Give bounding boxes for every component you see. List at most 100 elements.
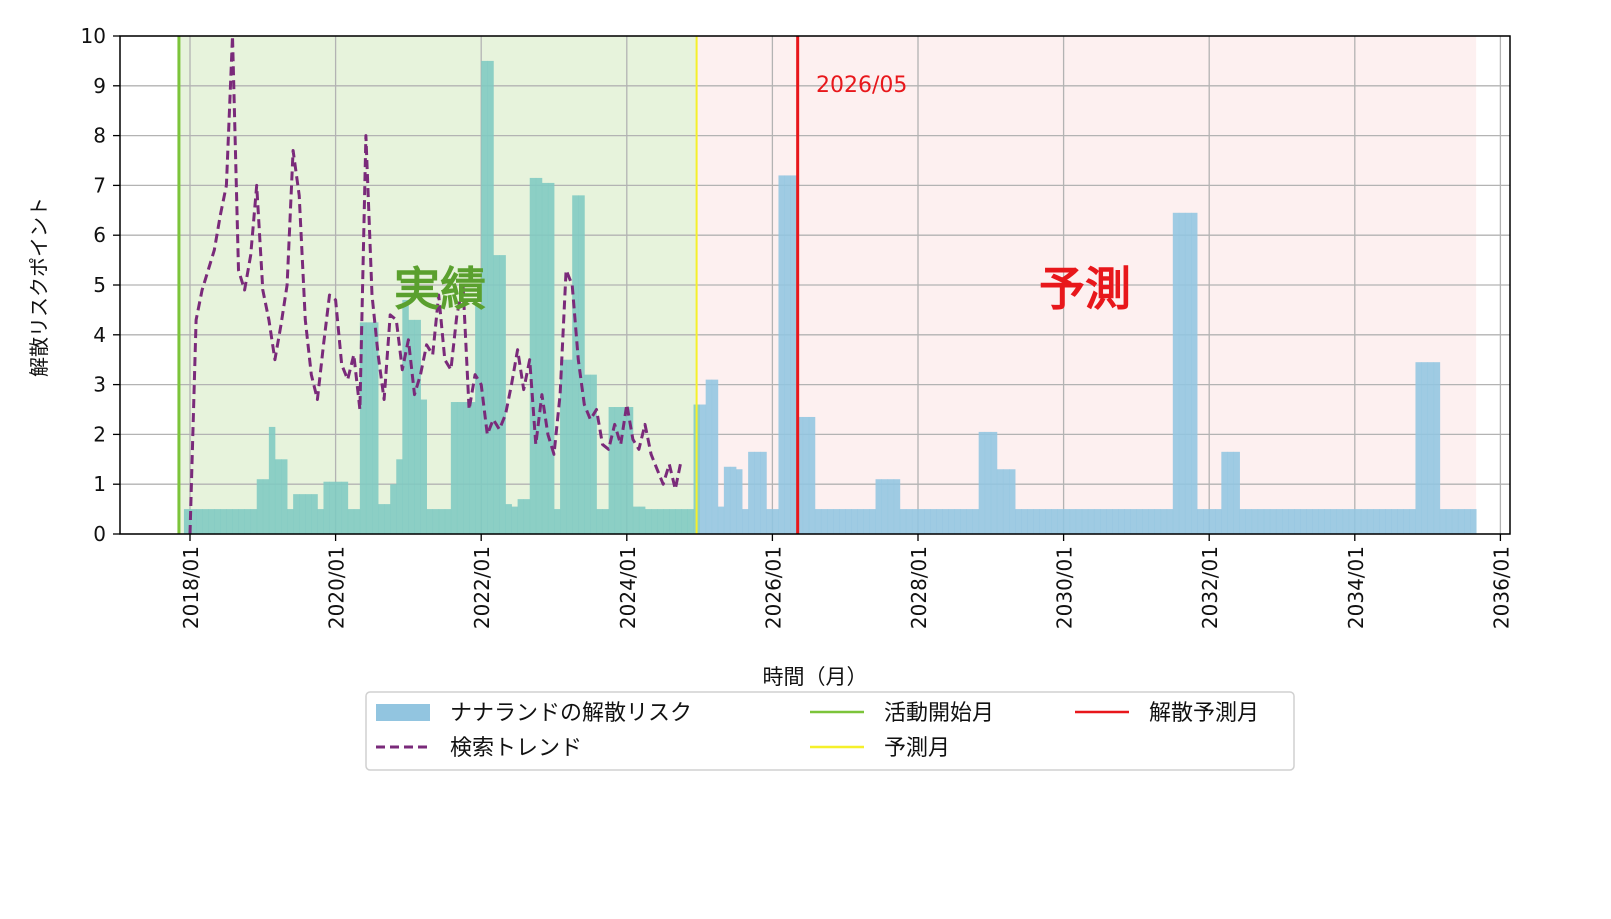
risk-bar <box>1391 509 1398 534</box>
y-tick-label: 1 <box>93 472 106 496</box>
risk-bar <box>1197 509 1204 534</box>
risk-bar <box>766 509 773 534</box>
risk-bar <box>481 60 488 535</box>
region-label-actual: 実績 <box>394 262 486 316</box>
risk-bar <box>499 255 506 534</box>
risk-bar <box>1093 509 1101 534</box>
risk-bar <box>1269 509 1277 534</box>
risk-bar <box>1366 509 1374 534</box>
risk-bar <box>420 399 427 534</box>
risk-bar <box>317 509 324 534</box>
risk-bar <box>214 509 221 534</box>
risk-bar <box>384 504 391 534</box>
risk-bar <box>390 484 397 534</box>
risk-bar <box>305 494 312 534</box>
risk-bar <box>948 509 955 534</box>
risk-bar <box>608 407 616 534</box>
y-tick-label: 7 <box>93 173 106 197</box>
risk-bar <box>1033 509 1040 534</box>
x-tick-label: 2036/01 <box>1489 546 1513 629</box>
legend-box <box>365 691 1295 771</box>
risk-bar <box>990 431 998 534</box>
risk-bar <box>736 469 743 534</box>
risk-bar <box>1373 509 1380 534</box>
risk-bar <box>281 459 288 534</box>
risk-bar <box>341 481 349 534</box>
risk-bar <box>1191 212 1198 535</box>
risk-bar <box>1215 509 1222 534</box>
risk-bar <box>1397 509 1404 534</box>
risk-bar <box>311 494 318 534</box>
risk-bar <box>1421 362 1428 534</box>
risk-bar <box>202 509 209 534</box>
risk-bar <box>335 481 343 534</box>
risk-bar <box>1160 509 1168 534</box>
risk-bar <box>638 506 646 534</box>
risk-bar <box>723 466 731 534</box>
risk-bar <box>1239 509 1246 534</box>
plot-frame <box>119 35 1511 535</box>
risk-bar <box>396 459 403 534</box>
risk-bar <box>1342 509 1350 534</box>
risk-bar <box>232 509 239 534</box>
risk-bar <box>256 479 264 534</box>
risk-bar <box>414 319 421 534</box>
risk-bar <box>444 509 452 534</box>
risk-bar <box>450 402 458 534</box>
event-lines <box>177 36 800 534</box>
risk-bar <box>1288 509 1295 534</box>
legend-swatch <box>376 704 430 721</box>
risk-bar <box>620 407 628 534</box>
risk-bar <box>1360 509 1368 534</box>
risk-bar <box>930 509 937 534</box>
dissolution-annotation: 2026/05 <box>816 73 907 98</box>
risk-bar <box>402 299 409 534</box>
risk-bar <box>924 509 931 534</box>
risk-bar <box>487 60 494 535</box>
risk-bar <box>1300 509 1307 534</box>
risk-bar <box>711 379 719 534</box>
risk-bar <box>887 479 895 534</box>
legend-label: 解散予測月 <box>1149 701 1259 726</box>
risk-bar <box>274 459 282 534</box>
risk-bar <box>808 416 816 534</box>
risk-bar <box>827 509 834 534</box>
risk-bar <box>1324 509 1331 534</box>
risk-bar <box>353 509 361 534</box>
risk-bar <box>547 182 555 534</box>
risk-bar <box>729 466 737 534</box>
risk-bar <box>1021 509 1028 534</box>
legend-label: 予測月 <box>884 736 950 761</box>
risk-bar <box>323 481 330 534</box>
risk-bar <box>493 255 500 534</box>
risk-bar <box>1069 509 1077 534</box>
risk-bar <box>584 374 591 534</box>
risk-bar <box>1027 509 1034 534</box>
risk-bar <box>717 506 725 534</box>
risk-bar <box>560 359 567 534</box>
risk-bar <box>365 322 373 534</box>
risk-bar <box>511 506 518 534</box>
risk-bar <box>1002 469 1010 534</box>
risk-bar <box>268 426 276 534</box>
risk-bar <box>1312 509 1319 534</box>
risk-bar <box>699 404 707 534</box>
risk-bar <box>541 182 549 534</box>
x-tick-label: 2020/01 <box>325 546 349 629</box>
risk-bar <box>244 509 252 534</box>
risk-bar <box>1451 509 1459 534</box>
risk-bar <box>208 509 215 534</box>
risk-bar <box>796 416 804 534</box>
risk-bar <box>833 509 840 534</box>
risk-bar <box>1057 509 1064 534</box>
risk-bar <box>996 469 1004 534</box>
risk-bar <box>1136 509 1143 534</box>
risk-bar <box>1051 509 1058 534</box>
risk-bar <box>1275 509 1283 534</box>
risk-bar <box>687 509 694 534</box>
risk-bar <box>1015 509 1022 534</box>
risk-bar <box>1124 509 1131 534</box>
risk-bar <box>463 402 470 534</box>
risk-bar <box>911 509 919 534</box>
